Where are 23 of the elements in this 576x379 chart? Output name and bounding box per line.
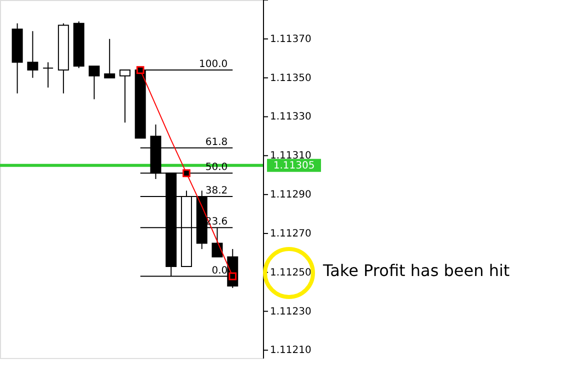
- candlestick: [104, 38, 116, 78]
- text: Take Profit has been hit: [322, 261, 510, 280]
- y-tick-label: 1.11230: [270, 306, 312, 318]
- candlestick: [42, 62, 54, 88]
- y-tick-label: 1.11310: [270, 150, 312, 162]
- y-tick-label: 1.11290: [270, 190, 312, 201]
- point: [228, 272, 237, 280]
- point: [182, 169, 190, 178]
- candlestick: [119, 70, 130, 124]
- candlestick: [88, 66, 100, 100]
- y-tick-label: 1.11250: [270, 267, 312, 278]
- y-tick-label: 1.11210: [270, 345, 312, 356]
- series-label: 61.8: [205, 136, 228, 148]
- y-tick-label: 1.11350: [270, 72, 312, 84]
- ref-line-label: 1.11305: [273, 160, 315, 172]
- point: [136, 66, 144, 74]
- y-tick-label: 1.11330: [270, 112, 312, 123]
- candlestick: [27, 30, 38, 78]
- series-label: 38.2: [205, 186, 228, 197]
- series-label: 0.0: [212, 265, 228, 276]
- y-tick-label: 1.11370: [270, 34, 312, 45]
- series-label: 100.0: [198, 59, 228, 70]
- y-tick-label: 1.11270: [270, 228, 312, 240]
